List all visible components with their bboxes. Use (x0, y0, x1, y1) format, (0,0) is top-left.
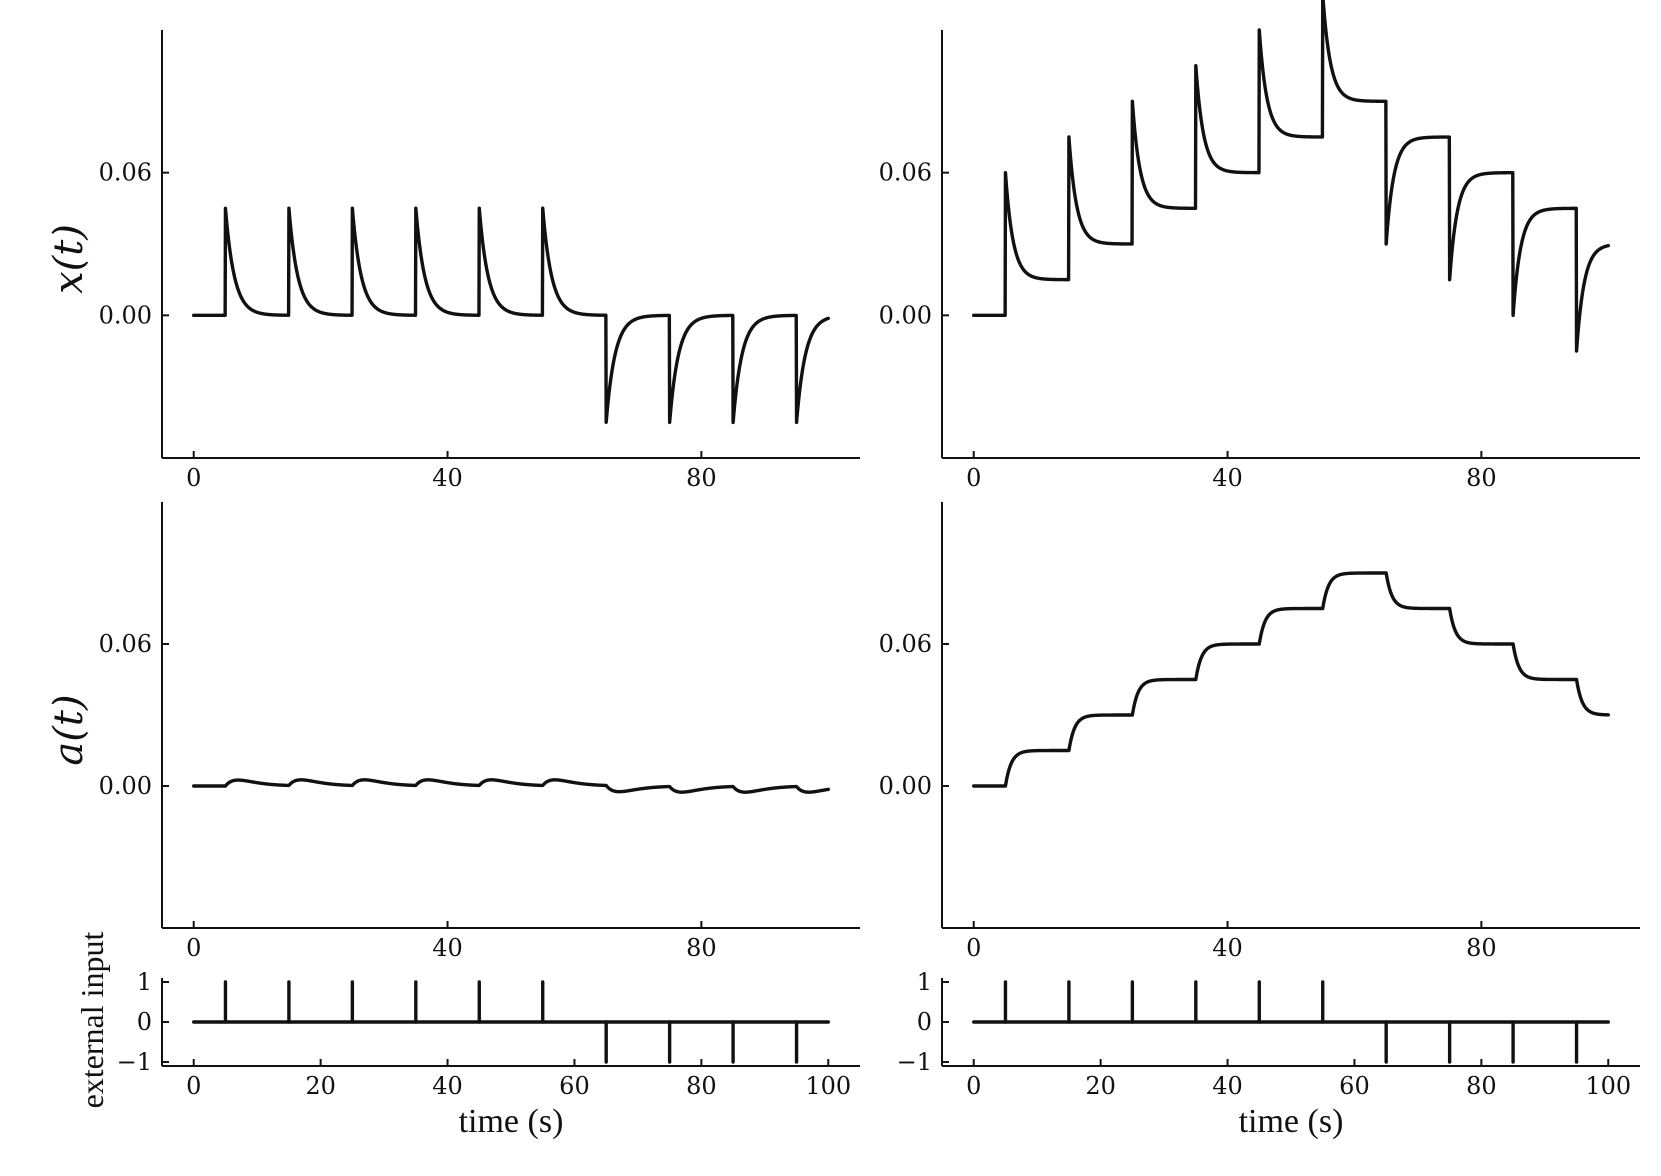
a_b-xtick-label: 0 (966, 934, 981, 962)
in_b-xlabel: time (s) (1239, 1103, 1344, 1140)
a_b-ytick-label: 0.00 (879, 772, 932, 800)
x_a-ytick-label: 0.00 (99, 301, 152, 329)
in_a-xtick-label: 80 (686, 1072, 717, 1100)
a_a-ytick-label: 0.00 (99, 772, 152, 800)
x_a-ytick-label: 0.06 (99, 159, 152, 187)
a_b-series-line (972, 571, 1610, 788)
in_a-xtick-label: 40 (432, 1072, 463, 1100)
in_a-ylabel: external input (74, 931, 110, 1108)
in_a-ytick-label: 0 (137, 1008, 152, 1036)
a_a-ytick-label: 0.06 (99, 630, 152, 658)
x_b-xtick-label: 80 (1466, 464, 1497, 492)
in_b-ytick-label: 1 (917, 968, 932, 996)
x_a-xtick-label: 80 (686, 464, 717, 492)
in_a-xtick-label: 100 (805, 1072, 851, 1100)
x_b-xtick-label: 40 (1212, 464, 1243, 492)
in_b-xtick-label: 0 (966, 1072, 981, 1100)
in_a-xtick-label: 60 (559, 1072, 590, 1100)
x_b-series-line (972, 0, 1610, 353)
in_b-xtick-label: 20 (1085, 1072, 1116, 1100)
in_b-xtick-label: 80 (1466, 1072, 1497, 1100)
a_a-series-line (192, 778, 830, 794)
a_a-xtick-label: 40 (432, 934, 463, 962)
in_a-ytick-label: 1 (137, 968, 152, 996)
x_b-ytick-label: 0.06 (879, 159, 932, 187)
in_a-xtick-label: 20 (305, 1072, 336, 1100)
in_b-xtick-label: 40 (1212, 1072, 1243, 1100)
x_a-series-line (192, 206, 830, 425)
in_b-xtick-label: 60 (1339, 1072, 1370, 1100)
in_b-ytick-label: −1 (897, 1048, 932, 1076)
a_a-xtick-label: 0 (186, 934, 201, 962)
x_a-xtick-label: 40 (432, 464, 463, 492)
a_a-ylabel: a(t) (46, 694, 92, 765)
in_a-xtick-label: 0 (186, 1072, 201, 1100)
in_a-xlabel: time (s) (459, 1103, 564, 1140)
in_a-ytick-label: −1 (117, 1048, 152, 1076)
in_b-ytick-label: 0 (917, 1008, 932, 1036)
a_b-xtick-label: 40 (1212, 934, 1243, 962)
a_b-xtick-label: 80 (1466, 934, 1497, 962)
a_a-xtick-label: 80 (686, 934, 717, 962)
x_a-xtick-label: 0 (186, 464, 201, 492)
x_b-xtick-label: 0 (966, 464, 981, 492)
in_b-xtick-label: 100 (1585, 1072, 1631, 1100)
x_b-ytick-label: 0.00 (879, 301, 932, 329)
a_b-ytick-label: 0.06 (879, 630, 932, 658)
x_a-ylabel: x(t) (46, 224, 92, 294)
